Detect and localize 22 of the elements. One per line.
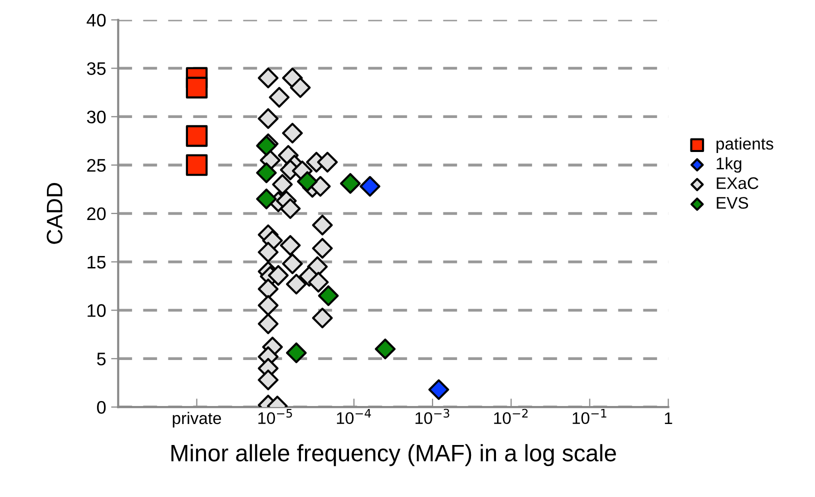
legend-label: EVS [716,196,748,209]
x-tick-label: 1 [664,412,672,424]
x-tick-label: 10$^{−1}$ [572,408,606,424]
y-tick-label: 0 [97,400,106,414]
legend-label: patients [716,137,774,153]
y-tick-label: 5 [97,352,106,366]
y-tick-label: 15 [88,256,106,269]
x-tick-label: 10$^{−3}$ [416,408,450,424]
y-axis-title: CADD [46,183,62,244]
x-tick-label: private [172,412,222,428]
legend-label: EXaC [716,177,758,190]
y-tick-label: 25 [87,159,106,172]
x-tick-label: 10$^{−5}$ [258,408,292,424]
legend-label: 1kg [716,157,742,173]
y-tick-label: 40 [86,14,106,27]
x-tick-label: 10$^{−4}$ [336,408,371,424]
y-tick-label: 10 [88,304,106,317]
y-tick-label: 35 [86,62,106,75]
y-tick-label: 30 [86,110,106,124]
y-tick-label: 20 [87,207,106,220]
x-axis-title: Minor allele frequency (MAF) in a log scale [171,444,616,466]
x-tick-label: 10$^{−2}$ [494,408,528,424]
